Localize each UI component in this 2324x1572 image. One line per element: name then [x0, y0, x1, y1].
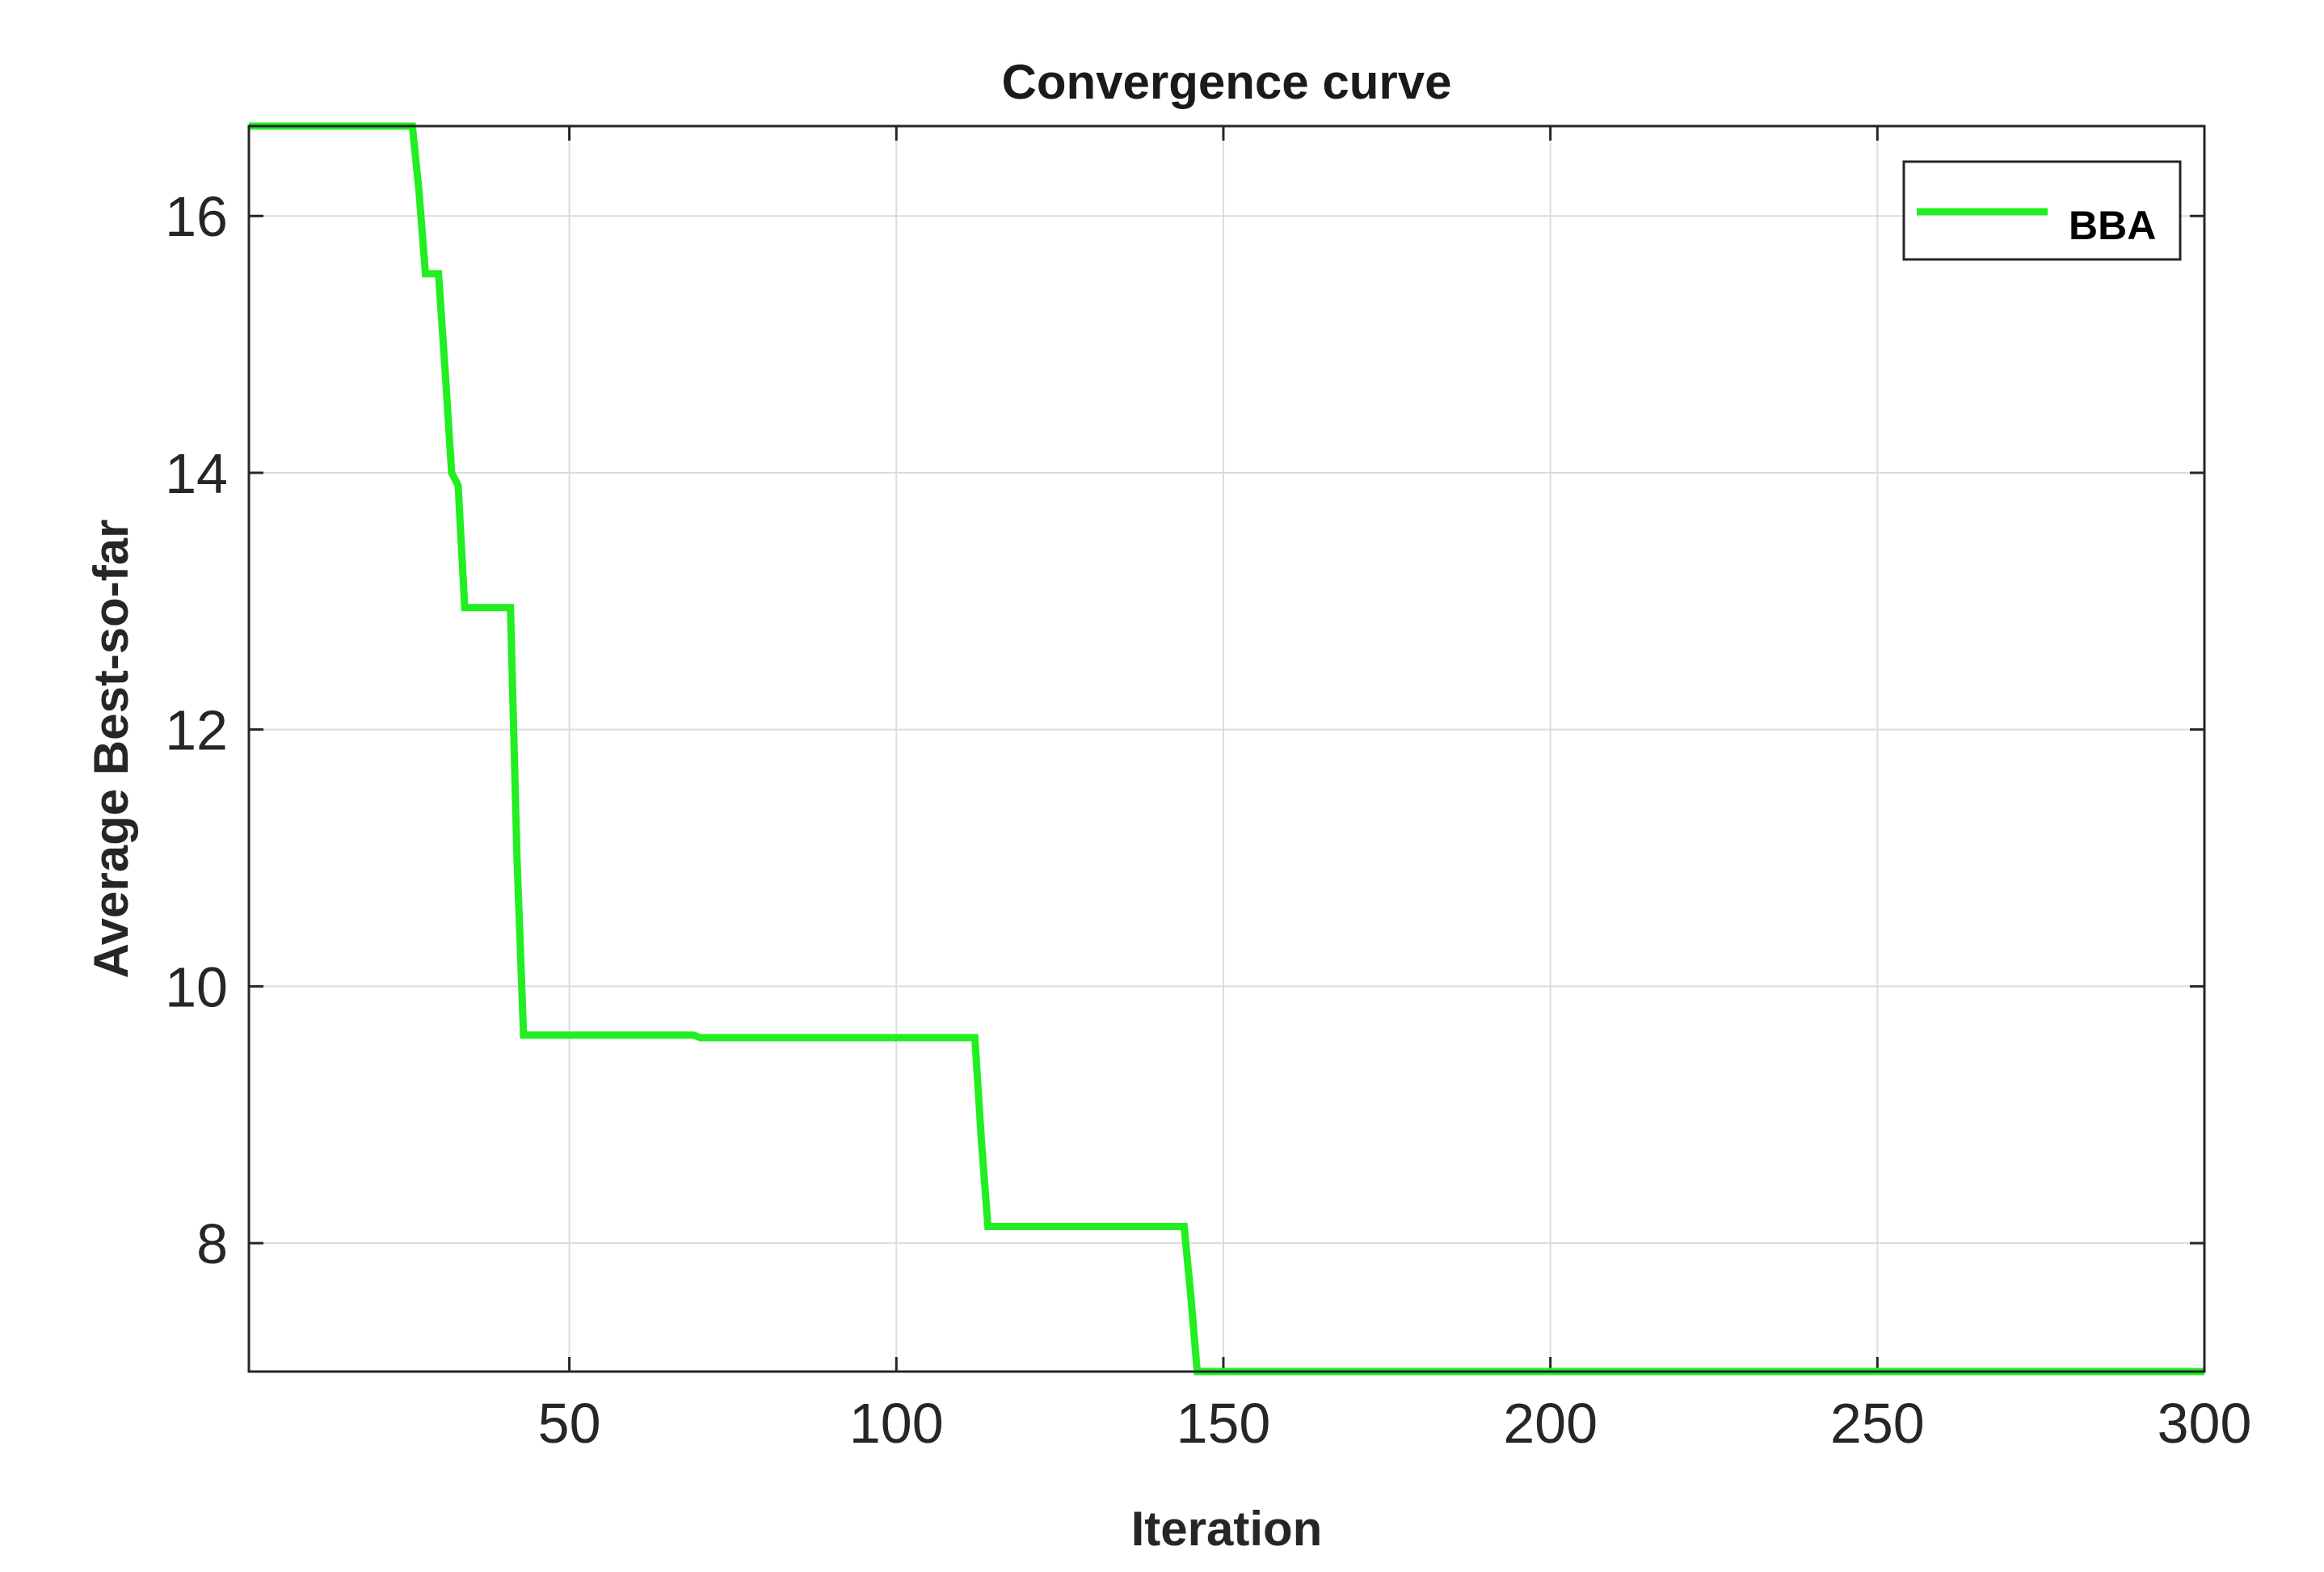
- x-tick-label: 50: [538, 1392, 601, 1455]
- y-tick-label: 8: [196, 1212, 228, 1275]
- x-axis-label: Iteration: [1131, 1502, 1323, 1556]
- y-tick-label: 10: [165, 955, 228, 1018]
- chart-title: Convergence curve: [1002, 55, 1452, 109]
- plot-frame: [247, 124, 2206, 1373]
- grid: [249, 126, 2205, 1372]
- y-axis-label: Average Best-so-far: [84, 520, 138, 979]
- legend-label-bba: BBA: [2069, 203, 2156, 248]
- x-tick-label: 150: [1177, 1392, 1271, 1455]
- x-tick-label: 300: [2158, 1392, 2252, 1455]
- y-tick-label: 12: [165, 699, 228, 762]
- series-line-bba: [249, 122, 2204, 1376]
- x-tick-label: 200: [1503, 1392, 1598, 1455]
- y-tick-label: 16: [165, 185, 228, 248]
- tick-labels: 50 100 150 200 250 300 8 10 12 14 16: [165, 185, 2251, 1455]
- series-layer: [249, 122, 2204, 1376]
- x-tick-label: 100: [849, 1392, 944, 1455]
- y-tick-label: 14: [165, 442, 228, 505]
- x-tick-label: 250: [1830, 1392, 1925, 1455]
- legend: BBA: [1902, 160, 2182, 261]
